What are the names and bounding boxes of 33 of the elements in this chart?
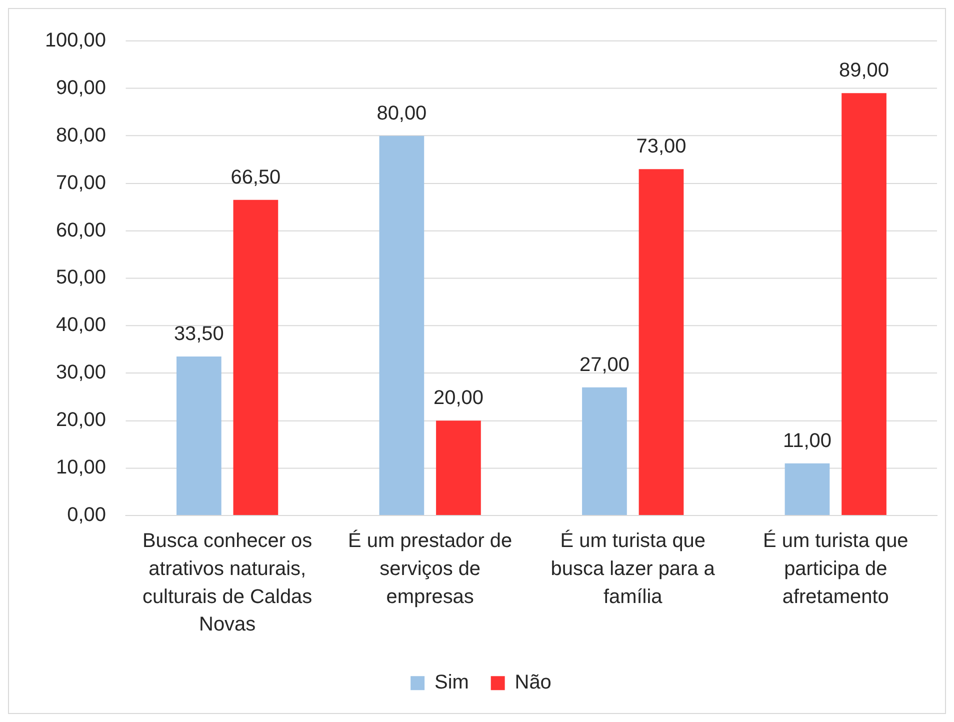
bar xyxy=(233,200,278,516)
y-tick-label: 10,00 xyxy=(56,456,106,479)
x-tick-label: Busca conhecer os atrativos naturais, culturais de Caldas Novas xyxy=(142,530,312,636)
y-tick-label: 50,00 xyxy=(56,266,106,289)
x-tick-label: É um turista que busca lazer para a família xyxy=(550,528,716,608)
data-label: 11,00 xyxy=(783,430,832,452)
bar xyxy=(842,93,886,516)
legend-label: Não xyxy=(514,672,552,694)
data-label: 66,50 xyxy=(230,166,281,188)
bar xyxy=(582,387,627,516)
y-tick-label: 100,00 xyxy=(44,29,106,52)
data-label: 73,00 xyxy=(636,136,686,158)
y-tick-label: 20,00 xyxy=(56,409,106,432)
y-tick-label: 60,00 xyxy=(56,219,106,242)
y-tick-label: 30,00 xyxy=(56,362,106,384)
y-tick-label: 80,00 xyxy=(56,124,106,146)
y-tick-label: 40,00 xyxy=(56,314,106,336)
x-tick-label: É um prestador de serviços de empresas xyxy=(348,528,512,608)
data-label: 20,00 xyxy=(434,387,484,410)
bar xyxy=(784,463,830,516)
bar xyxy=(176,356,222,516)
x-tick-label: É um turista que participa de afretamento xyxy=(763,528,908,608)
data-label: 80,00 xyxy=(376,102,427,124)
bar xyxy=(379,136,424,516)
data-label: 33,50 xyxy=(174,323,224,346)
data-label: 89,00 xyxy=(839,60,889,82)
y-tick-label: 70,00 xyxy=(56,172,106,194)
data-label: 27,00 xyxy=(580,354,630,376)
bar xyxy=(436,420,481,516)
y-tick-label: 90,00 xyxy=(56,76,106,99)
y-tick-label: 0,00 xyxy=(67,504,106,526)
bar xyxy=(638,169,684,516)
legend-label: Sim xyxy=(434,672,469,694)
